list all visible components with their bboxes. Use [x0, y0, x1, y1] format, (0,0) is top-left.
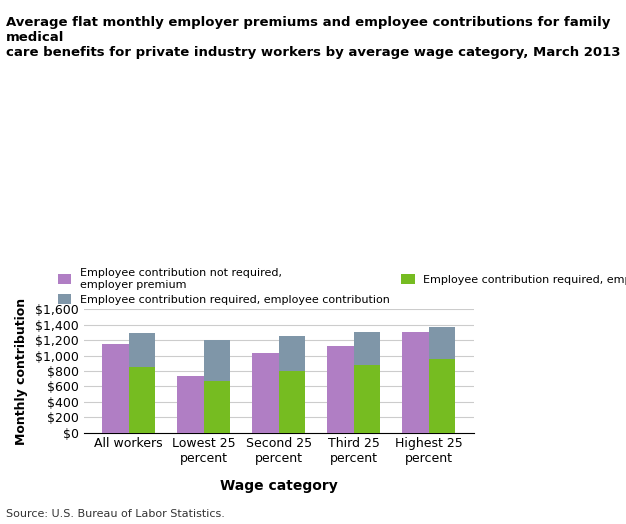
Bar [129, 333, 155, 367]
Bar [203, 381, 230, 432]
Bar [354, 365, 380, 432]
Text: Source: U.S. Bureau of Labor Statistics.: Source: U.S. Bureau of Labor Statistics. [6, 509, 225, 519]
Bar [279, 371, 305, 432]
Legend: Employee contribution not required,
employer premium, Employee contribution requ: Employee contribution not required, empl… [58, 268, 626, 305]
Bar [354, 332, 380, 365]
Bar [429, 327, 455, 359]
Y-axis label: Monthly contribution: Monthly contribution [15, 298, 28, 444]
X-axis label: Wage category: Wage category [220, 479, 337, 493]
Bar [403, 332, 429, 432]
Bar [203, 340, 230, 381]
Bar [177, 376, 203, 432]
Bar [252, 353, 279, 432]
Bar [279, 336, 305, 371]
Bar [327, 346, 354, 432]
Bar [129, 367, 155, 432]
Text: Average flat monthly employer premiums and employee contributions for family med: Average flat monthly employer premiums a… [6, 16, 621, 59]
Bar [429, 359, 455, 432]
Bar [103, 344, 129, 432]
